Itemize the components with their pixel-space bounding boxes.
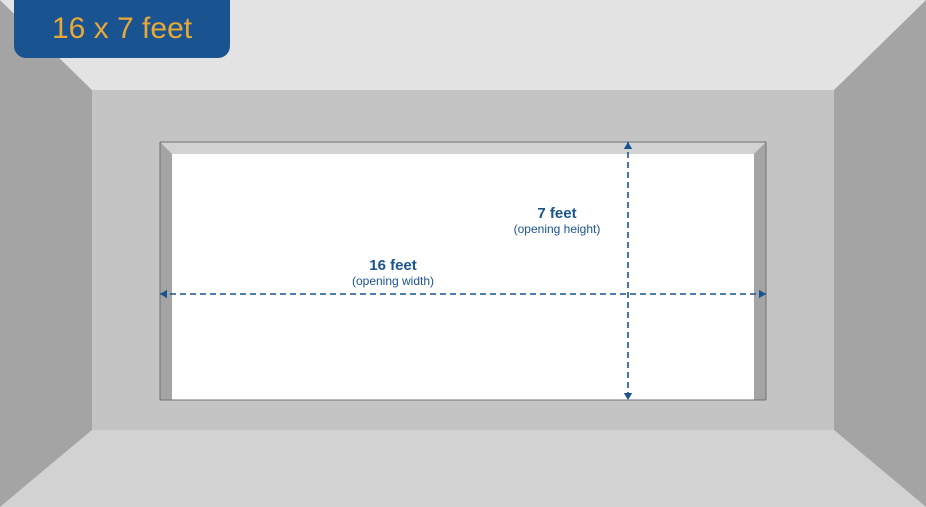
title-badge: 16 x 7 feet xyxy=(14,0,230,58)
floor xyxy=(0,430,926,507)
opening-bevel-right xyxy=(754,142,766,400)
opening-interior xyxy=(172,154,754,400)
height-sublabel: (opening height) xyxy=(514,222,601,236)
width-sublabel: (opening width) xyxy=(352,274,434,288)
height-label: 7 feet xyxy=(537,205,576,222)
width-label: 16 feet xyxy=(369,257,417,274)
title-badge-text: 16 x 7 feet xyxy=(52,12,192,45)
opening-bevel-left xyxy=(160,142,172,400)
garage-diagram: 16 feet (opening width) 7 feet (opening … xyxy=(0,0,926,507)
opening-bevel-top xyxy=(160,142,766,154)
door-opening xyxy=(160,142,766,400)
